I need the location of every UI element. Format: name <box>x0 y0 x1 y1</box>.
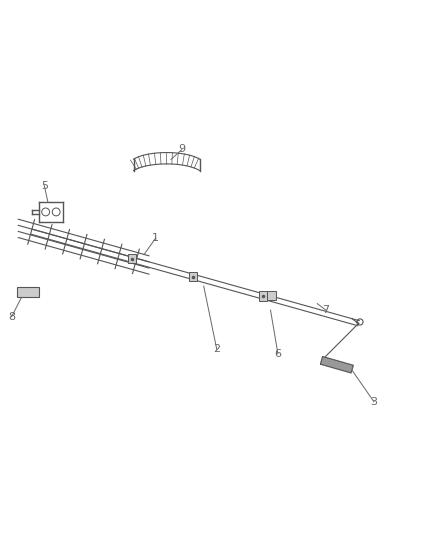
Text: 8: 8 <box>8 312 15 322</box>
Text: 2: 2 <box>213 344 220 354</box>
FancyBboxPatch shape <box>17 287 39 297</box>
FancyBboxPatch shape <box>189 272 197 281</box>
Text: 7: 7 <box>322 305 329 315</box>
FancyBboxPatch shape <box>128 254 136 263</box>
FancyBboxPatch shape <box>259 292 267 301</box>
Text: 3: 3 <box>371 397 378 407</box>
FancyBboxPatch shape <box>267 292 276 300</box>
Polygon shape <box>321 357 353 373</box>
Text: 9: 9 <box>178 144 185 155</box>
Text: 1: 1 <box>152 233 159 243</box>
Text: 6: 6 <box>275 349 282 359</box>
Text: 5: 5 <box>41 181 48 191</box>
